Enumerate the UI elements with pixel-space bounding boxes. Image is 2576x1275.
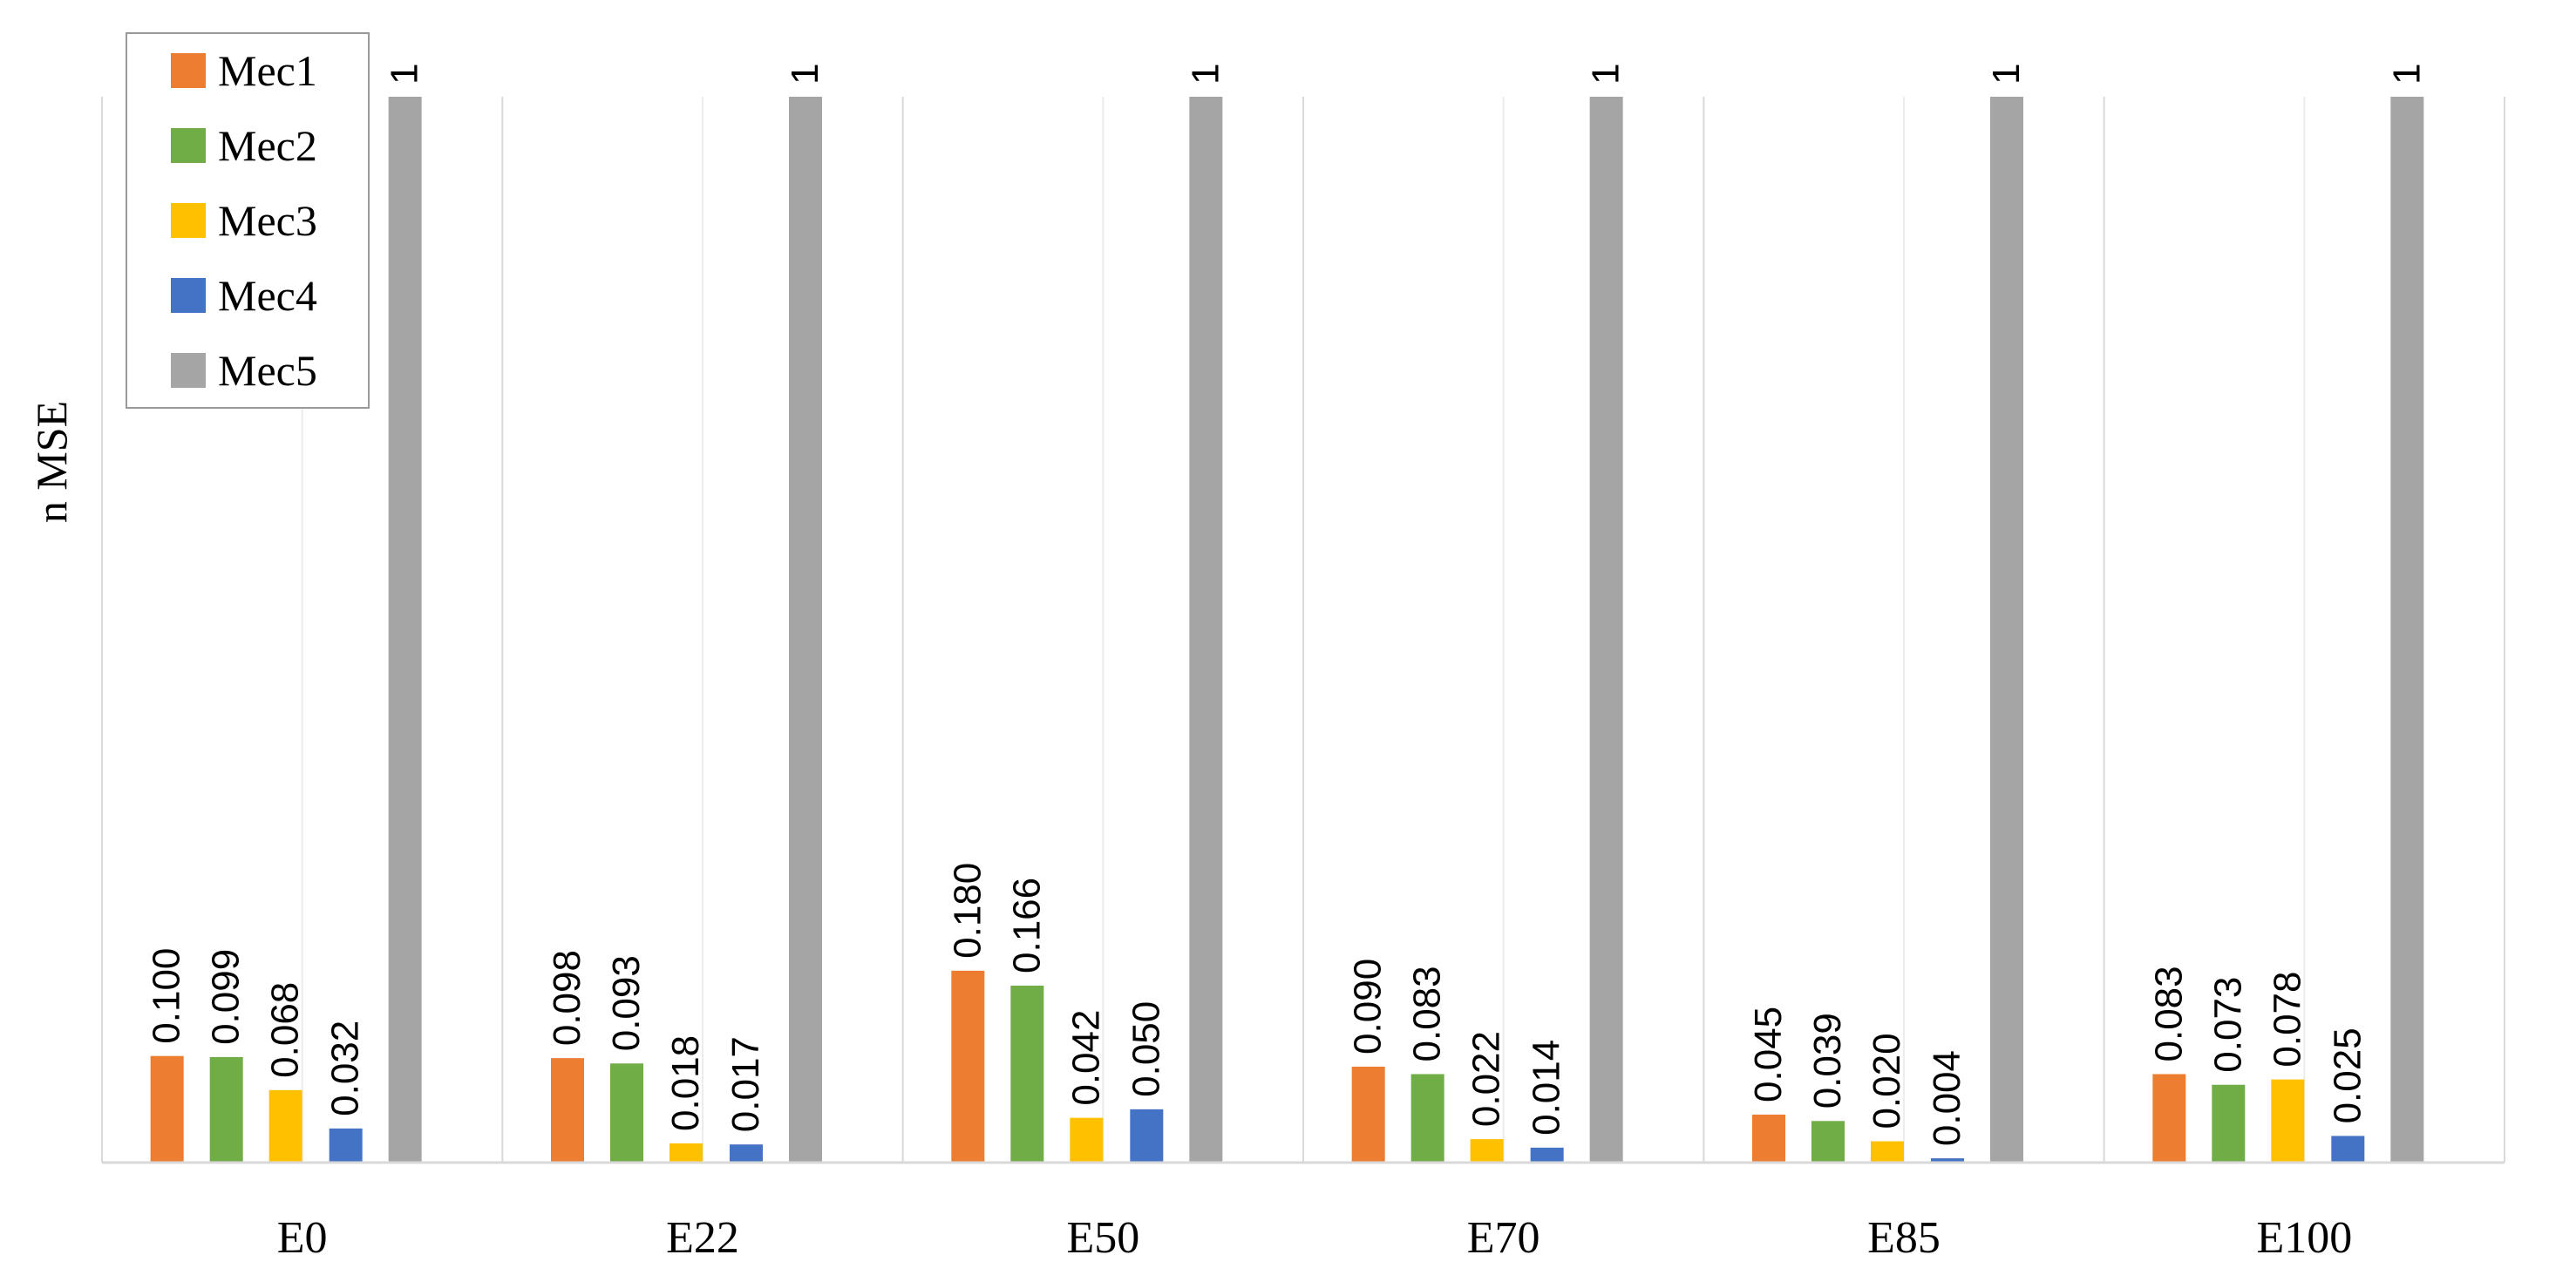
legend-swatch-mec4 bbox=[171, 278, 206, 313]
bar-mec2-e0 bbox=[209, 1056, 243, 1163]
value-label-mec1-e70: 0.090 bbox=[1347, 959, 1390, 1055]
value-label-mec2-e70: 0.083 bbox=[1406, 966, 1449, 1061]
legend: Mec1 Mec2 Mec3 Mec4 Mec5 bbox=[126, 32, 370, 409]
bar-mec3-e85 bbox=[1871, 1141, 1904, 1163]
legend-label-mec1: Mec1 bbox=[218, 46, 317, 95]
bar-mec5-e100 bbox=[2390, 97, 2424, 1163]
bar-mec4-e50 bbox=[1130, 1109, 1164, 1163]
bar-mec2-e85 bbox=[1811, 1121, 1845, 1163]
value-label-mec3-e100: 0.078 bbox=[2266, 971, 2308, 1067]
bar-mec2-e70 bbox=[1410, 1074, 1444, 1163]
value-label-mec2-e22: 0.093 bbox=[605, 955, 648, 1051]
bar-mec2-e100 bbox=[2212, 1084, 2246, 1163]
legend-swatch-mec1 bbox=[171, 53, 206, 88]
value-label-mec2-e100: 0.073 bbox=[2206, 977, 2249, 1073]
bar-mec4-e100 bbox=[2331, 1136, 2365, 1163]
value-label-mec1-e85: 0.045 bbox=[1747, 1007, 1790, 1102]
value-label-mec5-e50: 1 bbox=[1184, 64, 1227, 85]
value-label-mec2-e50: 0.166 bbox=[1005, 878, 1048, 973]
bar-mec3-e70 bbox=[1470, 1139, 1504, 1163]
value-label-mec3-e0: 0.068 bbox=[264, 982, 307, 1078]
bar-mec3-e0 bbox=[268, 1089, 302, 1163]
x-tick-label-e22: E22 bbox=[666, 1213, 739, 1263]
value-label-mec5-e0: 1 bbox=[384, 64, 426, 85]
value-label-mec3-e70: 0.022 bbox=[1465, 1031, 1508, 1127]
bar-mec5-e85 bbox=[1990, 97, 2023, 1163]
legend-swatch-mec5 bbox=[171, 353, 206, 388]
legend-label-mec2: Mec2 bbox=[218, 121, 317, 170]
value-label-mec1-e100: 0.083 bbox=[2147, 966, 2190, 1061]
value-label-mec2-e85: 0.039 bbox=[1806, 1013, 1849, 1109]
bar-mec5-e70 bbox=[1589, 97, 1623, 1163]
value-labels-layer: 0.100 0.098 0.180 0.090 0.045 0.083 0.099 0.093… bbox=[146, 64, 2429, 1147]
value-label-mec1-e22: 0.098 bbox=[546, 950, 588, 1046]
bar-mec5-e50 bbox=[1189, 97, 1223, 1163]
x-tick-label-e85: E85 bbox=[1867, 1213, 1940, 1263]
legend-swatch-mec3 bbox=[171, 203, 206, 238]
legend-box bbox=[126, 32, 370, 409]
bar-mec1-e100 bbox=[2152, 1074, 2186, 1163]
value-label-mec4-e85: 0.004 bbox=[1926, 1050, 1968, 1146]
grid-layer bbox=[101, 97, 2505, 1163]
bar-mec4-e22 bbox=[730, 1144, 763, 1163]
value-label-mec3-e50: 0.042 bbox=[1064, 1010, 1107, 1106]
value-label-mec4-e70: 0.014 bbox=[1526, 1040, 1568, 1136]
bar-mec2-e50 bbox=[1010, 985, 1044, 1163]
bar-mec3-e100 bbox=[2271, 1079, 2305, 1163]
bars-layer bbox=[150, 97, 2424, 1163]
bar-mec1-e0 bbox=[150, 1055, 184, 1163]
value-label-mec2-e0: 0.099 bbox=[205, 949, 248, 1045]
bar-mec4-e70 bbox=[1530, 1147, 1564, 1163]
value-label-mec5-e100: 1 bbox=[2385, 64, 2428, 85]
value-label-mec3-e22: 0.018 bbox=[664, 1035, 707, 1131]
legend-label-mec4: Mec4 bbox=[218, 271, 317, 320]
legend-label-mec5: Mec5 bbox=[218, 346, 317, 395]
value-label-mec5-e70: 1 bbox=[1585, 64, 1628, 85]
legend-swatch-mec2 bbox=[171, 128, 206, 163]
value-label-mec5-e85: 1 bbox=[1985, 64, 2028, 85]
value-label-mec1-e50: 0.180 bbox=[946, 863, 989, 959]
bar-mec1-e22 bbox=[551, 1058, 584, 1163]
bar-mec4-e0 bbox=[329, 1128, 363, 1163]
legend-label-mec3: Mec3 bbox=[218, 196, 317, 245]
bar-mec5-e22 bbox=[789, 97, 822, 1163]
bar-mec5-e0 bbox=[388, 97, 422, 1163]
x-tick-label-e50: E50 bbox=[1066, 1213, 1139, 1263]
value-label-mec4-e0: 0.032 bbox=[324, 1021, 367, 1116]
axis-layer: E0 E22 E50 E70 E85 E100 n MSE bbox=[27, 401, 2505, 1263]
x-tick-label-e100: E100 bbox=[2256, 1213, 2352, 1263]
value-label-mec5-e22: 1 bbox=[784, 64, 826, 85]
value-label-mec1-e0: 0.100 bbox=[146, 948, 188, 1044]
value-label-mec4-e22: 0.017 bbox=[724, 1036, 767, 1132]
bar-mec1-e85 bbox=[1752, 1114, 1785, 1163]
x-tick-label-e0: E0 bbox=[277, 1213, 328, 1263]
bar-mec3-e50 bbox=[1070, 1117, 1104, 1163]
y-axis-label: n MSE bbox=[27, 401, 76, 523]
value-label-mec4-e100: 0.025 bbox=[2326, 1027, 2369, 1123]
x-tick-label-e70: E70 bbox=[1467, 1213, 1540, 1263]
bar-mec4-e85 bbox=[1931, 1158, 1964, 1163]
bar-mec1-e50 bbox=[951, 970, 985, 1163]
value-label-mec4-e50: 0.050 bbox=[1125, 1001, 1167, 1097]
bar-mec3-e22 bbox=[669, 1143, 703, 1163]
value-label-mec3-e85: 0.020 bbox=[1866, 1033, 1908, 1129]
bar-mec2-e22 bbox=[610, 1063, 643, 1163]
bar-mec1-e70 bbox=[1351, 1066, 1385, 1163]
